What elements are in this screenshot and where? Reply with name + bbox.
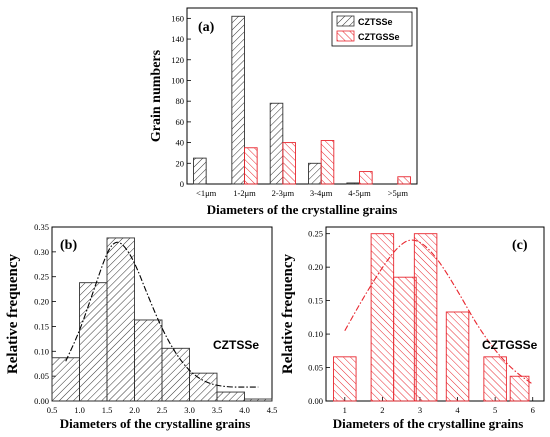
y-tick-label: 0.30 [34,247,49,257]
histogram-bar [333,356,357,402]
legend-label-cztg: CZTGSSe [358,32,400,42]
bars-c [333,233,530,402]
y-tick-label: 0.05 [308,363,323,373]
bars-b [51,237,273,402]
x-tick-label: 4-5μm [348,188,371,198]
x-tick-label: 1.5 [102,405,113,415]
y-ticks-a: 0 20 40 60 80 100 120 140 160 [171,13,191,189]
y-ticks-b: 0.00 0.05 0.10 0.15 0.20 0.25 0.30 0.35 [34,222,56,406]
y-tick-label: 0.00 [34,396,49,406]
bar-czts [269,102,284,185]
panel-label-b: (b) [60,238,77,253]
y-tick-label: 120 [171,55,184,65]
y-tick-label: 40 [176,138,185,148]
bar-cztg [397,176,411,185]
y-tick-label: 0 [180,179,184,189]
x-axis-title-b: Diameters of the crystalline grains [60,416,251,431]
legend-swatch-czts [336,15,355,27]
histogram-bar [79,282,108,402]
x-tick-label: >5μm [388,188,409,198]
x-tick-label: 0.5 [47,405,58,415]
histogram-bar [189,372,218,402]
panel-label-c: (c) [512,238,528,253]
x-tick-label: 1 [343,405,347,415]
series-label-b: CZTSSe [213,338,259,352]
x-tick-label: 4.0 [239,405,250,415]
histogram-bar [413,233,438,402]
x-tick-label: 3.0 [184,405,195,415]
bar-cztg [244,147,258,185]
y-tick-label: 60 [176,117,185,127]
y-tick-label: 0.20 [34,297,49,307]
histogram-bar [393,276,417,402]
bars-a [193,15,411,185]
panel-label-a: (a) [198,20,215,35]
y-tick-label: 0.15 [34,321,49,331]
histogram-bar [161,347,190,402]
histogram-bar [483,356,507,402]
y-tick-label: 0.20 [308,262,323,272]
series-label-c: CZTGSSe [482,338,538,352]
y-axis-title-a: Grain numbers [149,49,164,142]
y-tick-label: 20 [176,158,185,168]
histogram-bar [106,237,135,402]
y-tick-label: 0.05 [34,371,49,381]
y-tick-label: 0.35 [34,222,49,232]
bar-czts [308,162,322,185]
bar-czts [193,157,207,185]
bar-czts [346,182,360,185]
x-tick-label: 2 [380,405,384,415]
y-axis-title-c: Relative frequency [280,253,296,374]
legend-swatch-cztg [336,30,355,42]
y-ticks-c: 0.00 0.05 0.10 0.15 0.20 0.25 [308,229,330,406]
x-tick-label: 1-2μm [233,188,256,198]
x-tick-label: 6 [531,405,535,415]
histogram-bar [216,391,245,402]
x-tick-label: 2-3μm [272,188,295,198]
y-tick-label: 80 [176,96,185,106]
x-tick-label: 4 [455,405,460,415]
y-tick-label: 0.15 [308,296,323,306]
x-tick-label: 5 [493,405,497,415]
fit-curve-c [344,239,534,385]
legend-label-czts: CZTSSe [358,17,393,27]
y-tick-label: 0.10 [34,346,49,356]
plot-frame-a [186,7,418,185]
y-tick-label: 100 [171,75,184,85]
x-tick-label: 3-4μm [310,188,333,198]
histogram-bar [51,357,80,402]
x-tick-label: 3.5 [212,405,223,415]
bar-cztg [282,142,296,185]
y-tick-label: 160 [171,13,184,23]
panel-a: 0 20 40 60 80 100 120 140 160 <1μm 1-2μm 2-3μm 3-4μ… [149,7,418,217]
histogram-bar [370,233,395,402]
x-tick-label: 3 [418,405,422,415]
histogram-bar [244,398,273,402]
bar-czts [231,15,245,185]
histogram-bar [134,319,163,402]
x-axis-title-c: Diameters of the crystalline grains [333,416,524,431]
y-tick-label: 0.25 [34,272,49,282]
x-tick-label: 4.5 [267,405,278,415]
x-axis-title-a: Diameters of the crystalline grains [207,202,398,217]
x-ticks-a: <1μm 1-2μm 2-3μm 3-4μm 4-5μm >5μm [196,180,408,198]
y-tick-label: 0.25 [308,229,323,239]
y-tick-label: 0.10 [308,329,323,339]
histogram-bar [509,375,530,402]
fit-curve-b [65,241,259,388]
bar-cztg [359,171,373,185]
x-tick-label: 2.0 [129,405,140,415]
x-tick-label: <1μm [196,188,217,198]
panel-c: 0.00 0.05 0.10 0.15 0.20 0.25 1 2 3 4 5 6 (c) CZTG… [280,226,545,431]
bar-cztg [320,140,335,185]
histogram-bar [445,311,470,402]
x-tick-label: 2.5 [157,405,168,415]
legend-a: CZTSSe CZTGSSe [331,11,413,47]
y-tick-label: 140 [171,34,184,44]
y-tick-label: 0.00 [308,396,323,406]
x-tick-label: 1.0 [74,405,85,415]
y-axis-title-b: Relative frequency [5,253,21,374]
panel-b: 0.00 0.05 0.10 0.15 0.20 0.25 0.30 0.35 0.5 1.0 1… [5,222,277,431]
